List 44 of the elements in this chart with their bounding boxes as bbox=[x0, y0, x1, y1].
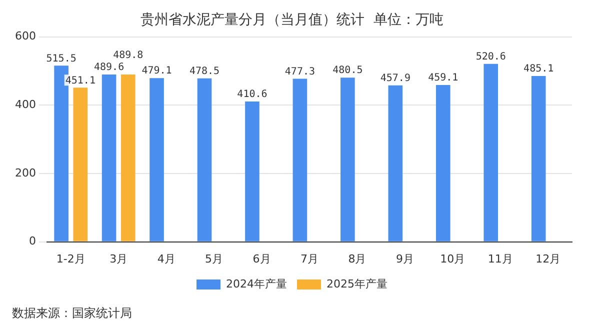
data-label: 457.9 bbox=[380, 72, 410, 84]
data-label: 459.1 bbox=[428, 72, 458, 84]
bar bbox=[150, 78, 164, 242]
legend-label: 2024年产量 bbox=[226, 277, 288, 290]
x-tick-label: 5月 bbox=[205, 252, 224, 266]
x-tick-label: 12月 bbox=[536, 252, 561, 266]
y-tick-label: 400 bbox=[14, 98, 36, 111]
source-note: 数据来源：国家统计局 bbox=[12, 306, 132, 320]
bar bbox=[531, 76, 546, 242]
y-tick-label: 200 bbox=[14, 166, 36, 180]
data-label: 485.1 bbox=[524, 64, 554, 75]
legend-label: 2025年产量 bbox=[326, 277, 388, 290]
data-label: 451.1 bbox=[65, 75, 96, 86]
data-label: 477.3 bbox=[284, 66, 316, 78]
x-tick-label: 8月 bbox=[348, 252, 366, 266]
chart-title: 贵州省水泥产量分月（当月值）统计 单位：万吨 bbox=[140, 12, 444, 28]
data-label: 480.5 bbox=[332, 65, 363, 76]
data-label: 489.8 bbox=[113, 50, 144, 62]
data-label: 410.6 bbox=[237, 89, 268, 100]
data-label: 478.5 bbox=[189, 66, 220, 77]
bar bbox=[102, 74, 116, 242]
data-label: 479.1 bbox=[142, 66, 172, 77]
x-tick-label: 7月 bbox=[300, 252, 318, 266]
x-tick-label: 10月 bbox=[440, 252, 466, 266]
y-tick-label: 0 bbox=[28, 234, 36, 248]
x-tick-label: 1-2月 bbox=[56, 252, 86, 266]
bar bbox=[120, 74, 136, 242]
x-tick-label: 9月 bbox=[396, 252, 414, 266]
bar bbox=[292, 78, 308, 242]
bar bbox=[484, 64, 498, 242]
data-label: 489.6 bbox=[94, 62, 124, 74]
bar bbox=[245, 102, 260, 242]
bar bbox=[197, 78, 212, 242]
x-tick-label: 4月 bbox=[157, 252, 176, 266]
bar bbox=[73, 88, 88, 242]
bar bbox=[388, 85, 403, 242]
data-label: 520.6 bbox=[476, 52, 506, 63]
x-tick-label: 11月 bbox=[488, 252, 513, 266]
x-tick-label: 3月 bbox=[110, 252, 128, 266]
x-tick-label: 6月 bbox=[252, 252, 271, 266]
bar bbox=[340, 78, 355, 242]
bar bbox=[436, 84, 450, 242]
y-tick-label: 600 bbox=[14, 30, 36, 43]
data-label: 515.5 bbox=[46, 53, 76, 64]
